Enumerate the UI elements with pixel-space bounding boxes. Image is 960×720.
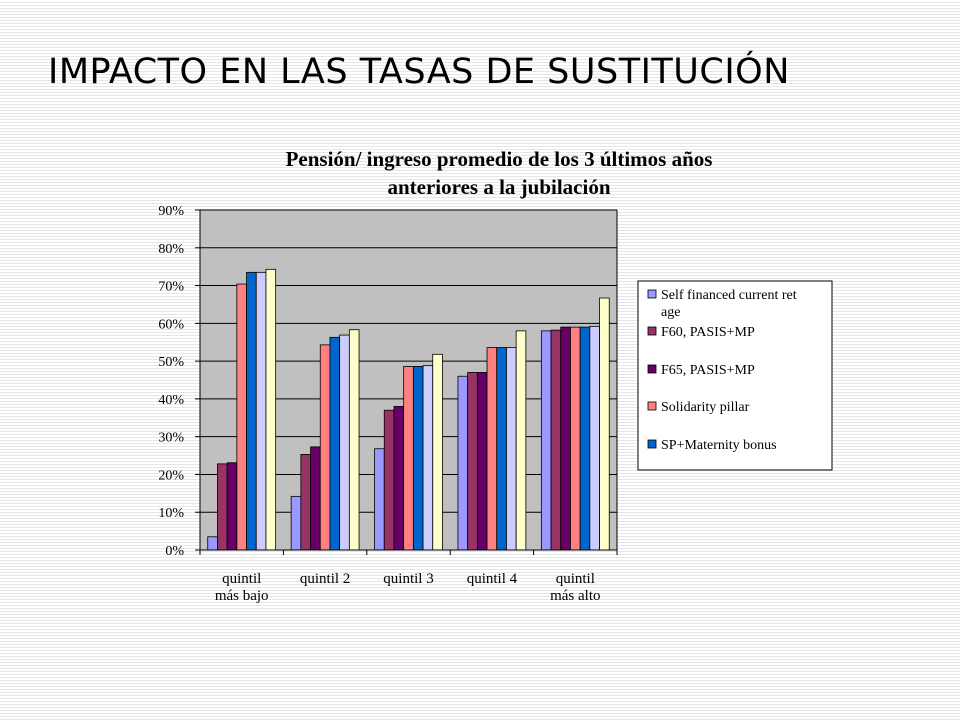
bar-series-6 (589, 325, 600, 551)
bar-series-7 (599, 297, 610, 551)
chart-title-line: Pensión/ ingreso promedio de los 3 últim… (286, 147, 713, 171)
bar-series-7 (432, 353, 443, 551)
legend-swatch (647, 326, 657, 336)
bar-series-3 (310, 446, 321, 551)
bar-series-1 (457, 375, 469, 551)
legend-label: SP+Maternity bonus (661, 438, 777, 453)
chart-title-line: anteriores a la jubilación (387, 175, 610, 199)
y-tick-label: 10% (158, 506, 184, 521)
x-tick-label: quintil (556, 571, 595, 587)
y-tick-label: 90% (158, 204, 184, 219)
legend-label: Self financed current ret (661, 288, 797, 303)
y-tick-label: 50% (158, 355, 184, 370)
x-tick-label: quintil 2 (300, 571, 350, 587)
legend-label: F60, PASIS+MP (661, 325, 755, 340)
y-tick-label: 60% (158, 317, 184, 332)
bar-series-1 (540, 330, 552, 551)
legend-label: F65, PASIS+MP (661, 363, 755, 378)
x-tick-label: quintil 3 (383, 571, 433, 587)
bar-series-3 (476, 372, 488, 551)
bar-series-5 (496, 347, 507, 551)
bar-series-1 (374, 448, 385, 551)
bar-series-3 (393, 406, 405, 551)
bar-series-7 (265, 268, 277, 551)
bar-series-7 (515, 330, 527, 551)
legend-label: Solidarity pillar (661, 400, 750, 415)
y-tick-label: 80% (158, 242, 184, 257)
bar-series-4 (486, 347, 498, 551)
slide-title: IMPACTO EN LAS TASAS DE SUSTITUCIÓN (48, 52, 790, 92)
bar-series-4 (236, 283, 247, 551)
bar-series-4 (570, 326, 581, 551)
bar-series-3 (226, 462, 238, 551)
legend-swatch (647, 439, 657, 449)
bar-series-5 (579, 326, 591, 551)
legend-swatch (647, 289, 657, 299)
bar-series-6 (339, 334, 350, 551)
bar-series-5 (412, 365, 424, 551)
bar-series-5 (246, 271, 257, 551)
bar-series-1 (290, 495, 302, 551)
bar-series-1 (207, 536, 218, 551)
x-tick-label: más alto (550, 588, 600, 604)
bar-series-2 (467, 372, 478, 551)
bar-series-2 (217, 463, 228, 551)
legend-box (637, 280, 833, 471)
legend-label: age (661, 305, 680, 320)
y-tick-label: 40% (158, 393, 184, 408)
bar-series-6 (422, 365, 434, 551)
bar-series-2 (300, 454, 311, 551)
bar-series-6 (506, 347, 517, 551)
bar-series-2 (550, 329, 562, 551)
x-tick-label: quintil 4 (467, 571, 518, 587)
y-tick-label: 0% (165, 544, 184, 559)
bar-series-4 (403, 365, 414, 551)
bar-series-2 (383, 409, 395, 551)
legend-swatch (647, 401, 657, 411)
y-tick-label: 30% (158, 431, 184, 446)
bar-series-5 (329, 336, 341, 551)
y-tick-label: 20% (158, 468, 184, 483)
legend-swatch (647, 364, 657, 374)
bar-series-7 (348, 329, 360, 551)
x-tick-label: más bajo (215, 588, 269, 604)
y-tick-label: 70% (158, 280, 184, 295)
x-tick-label: quintil (222, 571, 261, 587)
bar-series-3 (560, 326, 571, 551)
bar-series-4 (319, 344, 331, 551)
bar-series-6 (255, 271, 267, 551)
